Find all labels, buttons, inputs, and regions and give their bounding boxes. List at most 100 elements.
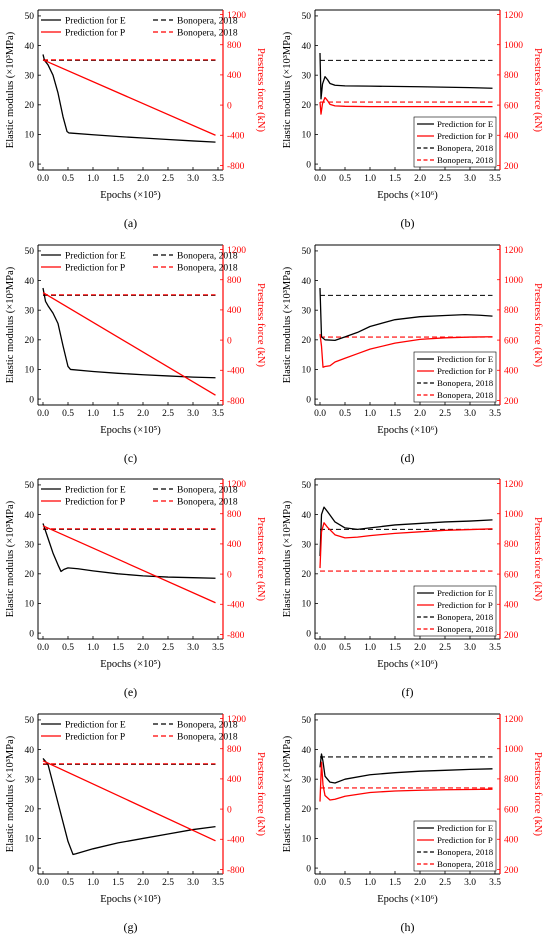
right-y-tick-label: -800 — [227, 397, 245, 407]
x-axis-label: Epochs (×10⁶) — [377, 894, 438, 905]
x-tick-label: 3.0 — [187, 878, 199, 888]
right-y-tick-label: 800 — [504, 71, 519, 81]
x-tick-label: 3.0 — [464, 643, 476, 653]
right-y-tick-label: -800 — [227, 631, 245, 641]
left-y-tick-label: 20 — [302, 570, 312, 580]
x-tick-label: 2.0 — [137, 878, 149, 888]
x-tick-label: 1.0 — [364, 878, 376, 888]
left-y-tick-label: 40 — [25, 746, 35, 756]
panel-label: (d) — [401, 451, 415, 465]
chart-panel-d: 0.0 0.5 1.0 1.5 2.0 2.5 3.0 3.5 0 10 20 30 40 50 200 40… — [282, 244, 543, 465]
prediction-line-E — [42, 54, 216, 143]
x-tick-label: 1.5 — [389, 174, 401, 184]
x-tick-label: 0.0 — [37, 174, 49, 184]
left-y-tick-label: 40 — [25, 277, 35, 287]
x-tick-label: 0.0 — [314, 409, 326, 419]
chart-panel-f: 0.0 0.5 1.0 1.5 2.0 2.5 3.0 3.5 0 10 20 30 40 50 200 40… — [282, 478, 543, 699]
x-tick-label: 2.5 — [439, 878, 451, 888]
left-y-tick-label: 50 — [25, 247, 35, 257]
left-y-tick-label: 20 — [25, 336, 35, 346]
legend-label: Bonopera, 2018 — [437, 378, 494, 388]
left-y-axis-label: Elastic modulus (×10³MPa) — [5, 735, 16, 852]
left-y-tick-label: 50 — [302, 247, 312, 257]
right-y-tick-label: 1200 — [227, 480, 246, 490]
right-y-tick-label: -400 — [227, 836, 245, 846]
right-y-tick-label: -400 — [227, 601, 245, 611]
x-tick-label: 2.5 — [439, 174, 451, 184]
left-y-tick-label: 10 — [25, 600, 35, 610]
x-tick-label: 2.5 — [439, 409, 451, 419]
legend-label: Prediction for P — [65, 262, 125, 273]
right-y-tick-label: 200 — [504, 162, 519, 172]
legend-label: Bonopera, 2018 — [437, 859, 494, 869]
x-tick-label: 2.5 — [162, 878, 174, 888]
x-tick-label: 0.5 — [339, 643, 351, 653]
left-y-tick-label: 30 — [25, 775, 35, 785]
x-tick-label: 2.5 — [162, 174, 174, 184]
legend-label: Bonopera, 2018 — [177, 497, 238, 507]
prediction-line-P — [42, 59, 216, 136]
panel-label: (c) — [124, 451, 137, 465]
right-y-tick-label: 400 — [227, 775, 242, 785]
right-y-tick-label: 400 — [504, 601, 519, 611]
x-axis-label: Epochs (×10⁶) — [377, 659, 438, 670]
legend-box — [413, 116, 497, 168]
x-tick-label: 0.0 — [37, 409, 49, 419]
left-y-tick-label: 50 — [25, 12, 35, 22]
legend-label: Prediction for E — [65, 250, 126, 261]
x-tick-label: 3.0 — [464, 878, 476, 888]
x-axis-label: Epochs (×10⁵) — [100, 425, 161, 436]
right-y-tick-label: 1000 — [504, 510, 523, 520]
legend-label: Bonopera, 2018 — [437, 847, 494, 857]
x-tick-label: 1.0 — [364, 174, 376, 184]
chart-panel-a: 0.0 0.5 1.0 1.5 2.0 2.5 3.0 3.5 0 10 20 30 40 50 -800 -… — [5, 9, 266, 230]
x-tick-label: 1.5 — [112, 409, 124, 419]
right-y-tick-label: 1000 — [504, 276, 523, 286]
legend-label: Prediction for P — [437, 366, 493, 376]
prediction-line-P — [319, 522, 493, 569]
x-tick-label: 1.0 — [87, 409, 99, 419]
panel-label: (b) — [401, 216, 415, 230]
x-tick-label: 3.5 — [489, 878, 501, 888]
right-y-tick-label: 200 — [504, 866, 519, 876]
left-y-axis-label: Elastic modulus (×10³MPa) — [282, 735, 293, 852]
right-y-tick-label: 400 — [504, 836, 519, 846]
left-y-tick-label: 50 — [25, 716, 35, 726]
x-tick-label: 0.5 — [62, 174, 74, 184]
left-y-tick-label: 50 — [302, 716, 312, 726]
legend-label: Bonopera, 2018 — [177, 16, 238, 26]
x-tick-label: 3.5 — [212, 174, 224, 184]
legend-label: Bonopera, 2018 — [177, 485, 238, 495]
left-y-tick-label: 30 — [25, 71, 35, 81]
x-axis-label: Epochs (×10⁵) — [100, 190, 161, 201]
x-tick-label: 2.0 — [137, 643, 149, 653]
x-axis-label: Epochs (×10⁵) — [100, 659, 161, 670]
x-axis-label: Epochs (×10⁶) — [377, 425, 438, 436]
panel-label: (a) — [124, 216, 137, 230]
right-y-tick-label: 400 — [227, 540, 242, 550]
right-y-tick-label: 1200 — [504, 480, 523, 490]
left-y-tick-label: 20 — [25, 805, 35, 815]
legend-label: Prediction for E — [437, 588, 493, 598]
left-y-tick-label: 0 — [306, 864, 311, 874]
legend-label: Prediction for P — [437, 600, 493, 610]
right-y-tick-label: 1200 — [227, 715, 246, 725]
x-tick-label: 1.0 — [364, 409, 376, 419]
right-y-tick-label: 1200 — [504, 715, 523, 725]
left-y-axis-label: Elastic modulus (×10³MPa) — [282, 31, 293, 148]
x-tick-label: 3.0 — [187, 409, 199, 419]
prediction-line-P — [42, 525, 216, 604]
left-y-tick-label: 20 — [302, 336, 312, 346]
legend-label: Bonopera, 2018 — [437, 624, 494, 634]
left-y-tick-label: 0 — [29, 864, 34, 874]
prediction-line-P — [319, 761, 493, 802]
chart-panel-g: 0.0 0.5 1.0 1.5 2.0 2.5 3.0 3.5 0 10 20 30 40 50 -800 -… — [5, 713, 266, 934]
legend-label: Prediction for P — [65, 27, 125, 38]
prediction-line-P — [42, 760, 216, 842]
chart-panel-h: 0.0 0.5 1.0 1.5 2.0 2.5 3.0 3.5 0 10 20 30 40 50 200 40… — [282, 713, 543, 934]
panel-label: (f) — [402, 685, 414, 699]
right-y-tick-label: 800 — [504, 306, 519, 316]
x-tick-label: 1.0 — [87, 878, 99, 888]
left-y-tick-label: 20 — [302, 101, 312, 111]
